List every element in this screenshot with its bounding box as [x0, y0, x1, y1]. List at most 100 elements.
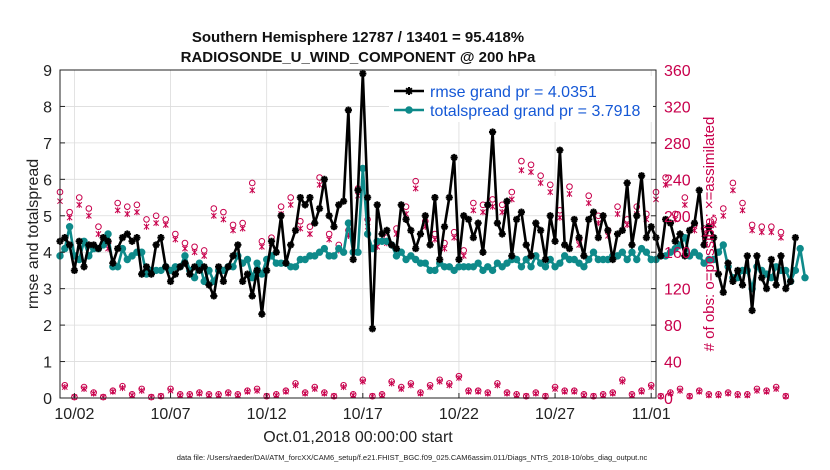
rmse-series-point: [748, 306, 756, 315]
obs-assimilated-point: [667, 390, 674, 397]
rmse-series-point: [589, 208, 598, 216]
rmse-series-point: [364, 193, 372, 202]
y-tick-label-right-1: 40: [664, 355, 682, 372]
chart-title: Southern Hemisphere 12787 / 13401 = 95.4…: [192, 29, 524, 46]
rmse-series-point: [210, 292, 218, 300]
rmse-series-point: [541, 255, 550, 264]
obs-possible-point: [210, 205, 218, 212]
rmse-series-point: [628, 241, 636, 249]
obs-assimilated-point: [475, 388, 482, 395]
totalspread-series-point: [589, 248, 598, 256]
totalspread-series-point: [796, 244, 804, 253]
totalspread-series-point: [431, 266, 439, 275]
totalspread-series-point: [397, 248, 405, 256]
rmse-series-point: [234, 241, 242, 249]
rmse-series-point: [671, 237, 679, 245]
obs-assimilated-point: [614, 210, 621, 218]
legend-label-totalspread: totalspread grand pr = 3.7918: [430, 103, 640, 120]
totalspread-series-point: [671, 244, 679, 253]
rmse-series-point: [460, 212, 468, 220]
y-tick-label-left-3: 3: [43, 282, 52, 299]
obs-assimilated-point: [143, 223, 150, 230]
obs-assimilated-point: [76, 201, 83, 208]
obs-assimilated-point: [258, 243, 265, 250]
rmse-series-point: [176, 263, 184, 271]
rmse-series-point: [311, 219, 319, 227]
obs-possible-point: [123, 203, 131, 210]
obs-assimilated-point: [657, 393, 664, 400]
rmse-series-point: [142, 263, 151, 271]
obs-assimilated-point: [172, 236, 179, 243]
rmse-series-point: [287, 241, 295, 249]
totalspread-series-point: [330, 252, 338, 260]
obs-assimilated-point: [518, 167, 525, 174]
obs-possible-point: [585, 192, 593, 200]
obs-assimilated-point: [749, 227, 756, 234]
totalspread-series-point: [479, 266, 487, 275]
rmse-series-point: [75, 237, 83, 245]
rmse-series-point: [171, 270, 179, 278]
obs-possible-point: [537, 172, 544, 179]
y-tick-label-right-8: 320: [664, 99, 691, 116]
obs-assimilated-point: [129, 392, 136, 399]
obs-assimilated-point: [619, 378, 626, 385]
obs-possible-point: [758, 223, 766, 231]
rmse-series-point: [551, 237, 559, 245]
totalspread-series-point: [421, 259, 429, 267]
obs-assimilated-point: [686, 393, 693, 400]
rmse-series-point: [719, 288, 727, 296]
y-tick-label-right-6: 240: [664, 172, 691, 189]
rmse-series-point: [609, 255, 617, 264]
totalspread-series-point: [551, 263, 559, 271]
totalspread-series-point: [570, 255, 578, 264]
x-tick-label-2: 10/12: [247, 406, 287, 423]
obs-possible-point: [220, 208, 227, 216]
x-tick-label-0: 10/02: [54, 406, 94, 423]
rmse-series-point: [215, 263, 223, 271]
obs-assimilated-point: [201, 252, 208, 259]
obs-possible-point: [114, 199, 121, 207]
obs-assimilated-point: [206, 392, 212, 399]
obs-assimilated-point: [196, 390, 203, 397]
rmse-series-point: [243, 270, 252, 278]
rmse-series-point: [359, 70, 367, 78]
totalspread-series-point: [695, 252, 703, 260]
totalspread-series-point: [633, 255, 641, 264]
obs-assimilated-point: [513, 392, 520, 399]
rmse-series-point: [782, 285, 790, 293]
obs-possible-point: [498, 201, 506, 209]
obs-assimilated-point: [340, 383, 347, 391]
rmse-series-point: [85, 241, 93, 249]
obs-assimilated-point: [109, 388, 116, 395]
obs-assimilated-point: [725, 390, 732, 397]
rmse-series-point: [546, 212, 554, 220]
obs-assimilated-point: [547, 188, 554, 196]
rmse-series-point: [493, 219, 501, 227]
rmse-series-point: [344, 106, 352, 114]
totalspread-series-point: [488, 266, 497, 275]
rmse-series-point: [339, 197, 348, 205]
x-tick-label-3: 10/17: [343, 406, 383, 423]
obs-assimilated-point: [81, 385, 87, 393]
obs-assimilated-point: [191, 249, 198, 256]
obs-possible-point: [95, 223, 102, 231]
obs-assimilated-point: [359, 378, 366, 385]
obs-assimilated-point: [162, 221, 169, 229]
rmse-series-point: [565, 244, 574, 253]
obs-possible-point: [412, 177, 419, 185]
obs-possible-point: [614, 203, 621, 210]
obs-assimilated-point: [580, 392, 587, 399]
rmse-series-point: [104, 237, 112, 245]
rmse-series-point: [349, 255, 357, 264]
rmse-series-point: [416, 230, 425, 238]
rmse-series-point: [301, 201, 309, 209]
rmse-series-point: [556, 146, 564, 154]
totalspread-series-point: [190, 274, 199, 282]
rmse-series-point: [330, 223, 338, 231]
x-tick-label-5: 10/27: [535, 406, 575, 423]
rmse-series-point: [421, 212, 429, 220]
obs-possible-point: [143, 216, 150, 223]
totalspread-series-point: [354, 248, 362, 256]
rmse-series-point: [657, 252, 665, 260]
rmse-series-point: [604, 226, 612, 234]
